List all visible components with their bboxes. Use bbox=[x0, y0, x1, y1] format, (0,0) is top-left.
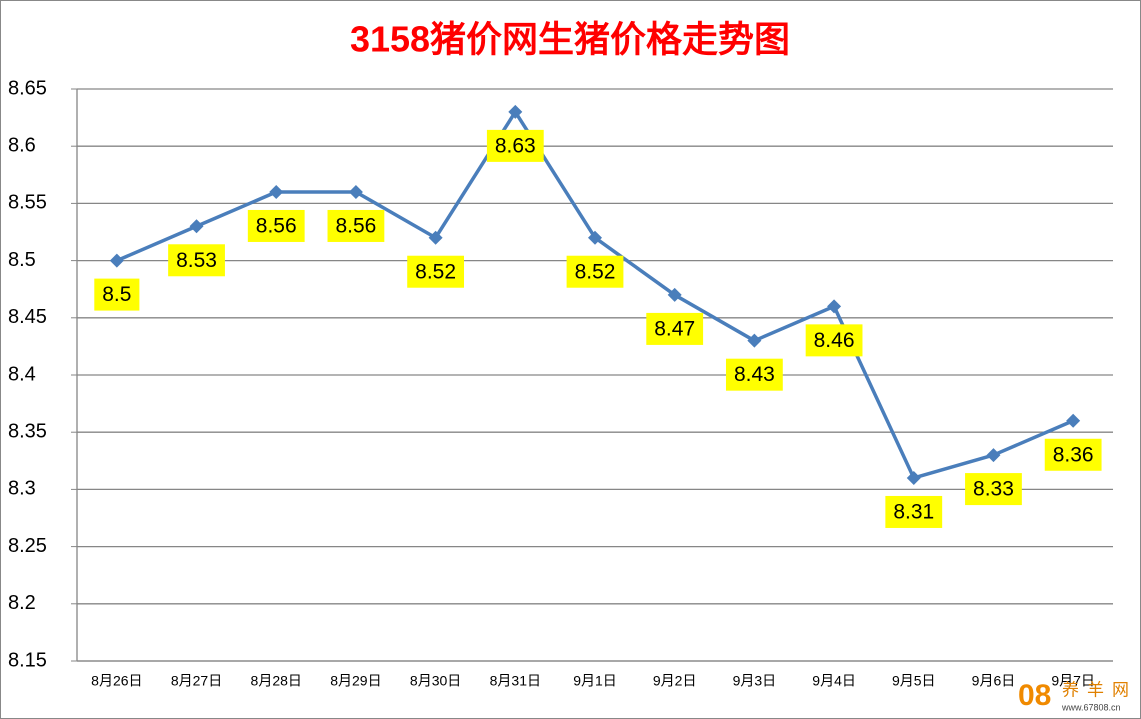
data-label: 8.36 bbox=[1053, 443, 1094, 466]
data-label: 8.56 bbox=[256, 215, 297, 238]
watermark-url: www.67808.cn bbox=[1061, 702, 1121, 712]
marker bbox=[667, 287, 682, 302]
data-label-box bbox=[407, 255, 465, 288]
x-tick-label: 9月7日 bbox=[1051, 673, 1095, 689]
marker bbox=[508, 104, 523, 119]
data-label-box bbox=[1044, 438, 1102, 471]
y-tick-label: 8.6 bbox=[8, 134, 36, 156]
data-label-box bbox=[247, 209, 305, 242]
data-label: 8.33 bbox=[973, 478, 1014, 501]
y-tick-label: 8.4 bbox=[8, 363, 36, 385]
marker bbox=[189, 219, 204, 234]
x-tick-label: 8月30日 bbox=[410, 673, 461, 689]
x-tick-label: 8月31日 bbox=[490, 673, 541, 689]
x-tick-label: 8月29日 bbox=[330, 673, 381, 689]
y-tick-label: 8.25 bbox=[8, 535, 47, 557]
y-tick-label: 8.55 bbox=[8, 192, 47, 214]
y-tick-label: 8.2 bbox=[8, 592, 36, 614]
x-tick-label: 8月27日 bbox=[171, 673, 222, 689]
x-tick-label: 9月5日 bbox=[892, 673, 936, 689]
y-tick-label: 8.3 bbox=[8, 478, 36, 500]
marker bbox=[986, 448, 1001, 463]
x-tick-label: 9月1日 bbox=[573, 673, 617, 689]
data-label-box bbox=[725, 358, 783, 391]
x-tick-label: 9月2日 bbox=[653, 673, 697, 689]
data-label-box bbox=[327, 209, 385, 242]
marker bbox=[906, 470, 921, 485]
marker bbox=[588, 230, 602, 245]
data-label-box bbox=[965, 473, 1022, 506]
data-label: 8.43 bbox=[734, 363, 775, 386]
watermark-logo: 08 bbox=[1018, 679, 1051, 712]
data-label: 8.47 bbox=[654, 317, 695, 340]
marker bbox=[428, 230, 443, 245]
data-label: 8.46 bbox=[814, 329, 855, 352]
data-label: 8.5 bbox=[102, 283, 131, 306]
x-tick-label: 9月6日 bbox=[972, 673, 1016, 689]
data-label-box bbox=[646, 312, 704, 345]
data-label-box bbox=[486, 129, 544, 162]
data-label: 8.53 bbox=[176, 249, 217, 272]
x-tick-label: 9月3日 bbox=[733, 673, 777, 689]
data-label: 8.31 bbox=[893, 501, 934, 524]
x-tick-label: 8月28日 bbox=[251, 673, 302, 689]
data-label: 8.63 bbox=[495, 134, 536, 157]
watermark-name: 养羊网 bbox=[1062, 680, 1137, 699]
marker bbox=[348, 184, 363, 199]
marker bbox=[827, 299, 842, 314]
data-label: 8.52 bbox=[415, 260, 456, 283]
x-tick-label: 8月26日 bbox=[91, 673, 142, 689]
y-tick-label: 8.15 bbox=[8, 649, 47, 671]
y-tick-label: 8.35 bbox=[8, 420, 47, 442]
marker bbox=[1066, 413, 1081, 428]
data-label: 8.56 bbox=[335, 215, 376, 238]
marker bbox=[109, 253, 124, 268]
data-label: 8.52 bbox=[575, 260, 616, 283]
data-label-box bbox=[885, 495, 943, 528]
data-label-box bbox=[94, 278, 140, 311]
data-label-box bbox=[805, 324, 863, 357]
marker bbox=[747, 333, 762, 348]
data-label-box bbox=[168, 244, 225, 277]
watermark: 08 养羊网 www.67808.cn bbox=[1018, 679, 1137, 712]
data-label-box bbox=[566, 255, 624, 288]
x-tick-label: 9月4日 bbox=[812, 673, 856, 689]
y-tick-label: 8.5 bbox=[8, 249, 36, 271]
marker bbox=[269, 184, 284, 199]
chart-title: 3158猪价网生猪价格走势图 bbox=[350, 19, 790, 60]
y-tick-label: 8.45 bbox=[8, 306, 47, 328]
y-tick-label: 8.65 bbox=[8, 77, 47, 99]
